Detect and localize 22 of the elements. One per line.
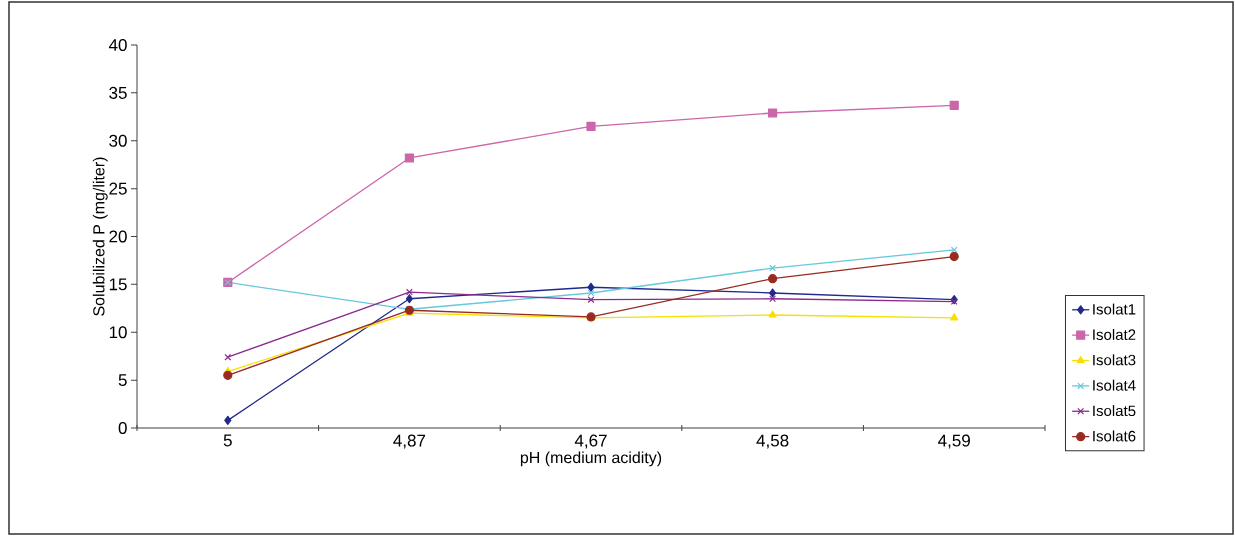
legend-label: Isolat4 xyxy=(1093,379,1136,391)
x-tick-label: 4,59 xyxy=(938,434,970,449)
x-axis-title: pH (medium acidity) xyxy=(520,451,662,467)
y-tick-label: 40 xyxy=(108,38,127,52)
y-tick-label: 0 xyxy=(118,421,127,435)
legend-label: Isolat3 xyxy=(1093,354,1136,366)
x-tick-label: 4,67 xyxy=(574,434,607,449)
legend-label: Isolat2 xyxy=(1093,328,1136,340)
y-tick-label: 35 xyxy=(109,86,127,99)
y-tick-label: 20 xyxy=(109,230,127,243)
y-axis-title: Solubilized P (mg/liter) xyxy=(92,157,108,316)
x-tick-label: 4,58 xyxy=(756,434,789,449)
y-tick-label: 10 xyxy=(109,326,127,339)
x-tick-label: 4,87 xyxy=(393,434,426,449)
y-tick-label: 15 xyxy=(109,278,127,291)
legend-label: Isolat6 xyxy=(1093,430,1136,442)
legend-label: Isolat1 xyxy=(1093,303,1136,315)
y-tick-label: 25 xyxy=(109,182,127,195)
x-tick-label: 5 xyxy=(223,434,232,447)
legend-label: Isolat5 xyxy=(1093,405,1136,417)
y-tick-label: 30 xyxy=(109,134,127,147)
y-tick-label: 5 xyxy=(118,374,127,387)
